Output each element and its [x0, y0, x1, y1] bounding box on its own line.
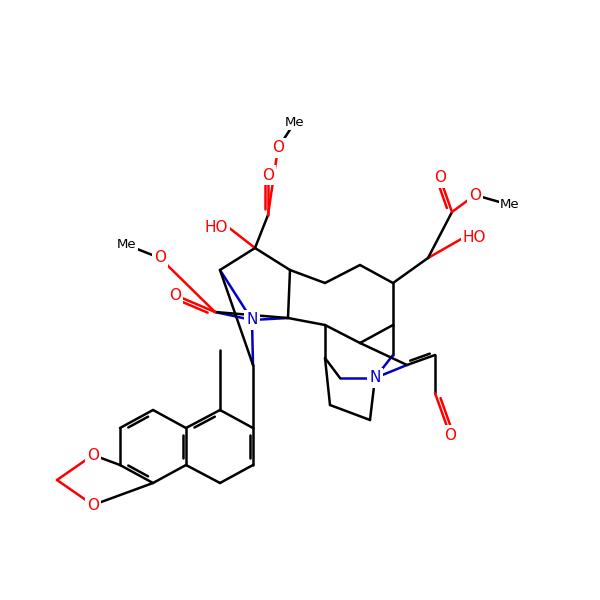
- Text: Me: Me: [285, 115, 305, 128]
- Text: Me: Me: [117, 238, 137, 251]
- Text: N: N: [247, 313, 257, 328]
- Text: O: O: [154, 251, 166, 265]
- Text: O: O: [444, 427, 456, 443]
- Text: HO: HO: [205, 220, 228, 235]
- Text: Me: Me: [500, 199, 520, 211]
- Text: O: O: [169, 287, 181, 302]
- Text: N: N: [370, 370, 380, 385]
- Text: O: O: [272, 140, 284, 155]
- Text: O: O: [434, 170, 446, 185]
- Text: O: O: [87, 448, 99, 463]
- Text: O: O: [262, 167, 274, 182]
- Text: HO: HO: [463, 230, 487, 245]
- Text: O: O: [469, 187, 481, 202]
- Text: O: O: [87, 497, 99, 512]
